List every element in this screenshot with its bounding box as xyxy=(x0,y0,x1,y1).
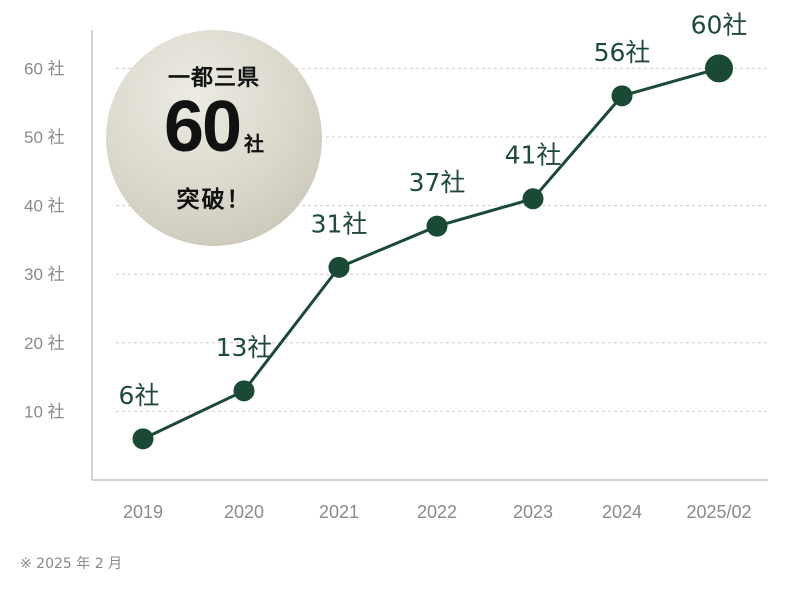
x-tick-label: 2020 xyxy=(224,502,264,522)
x-tick-label: 2022 xyxy=(417,502,457,522)
data-label: 31社 xyxy=(311,209,368,238)
data-points xyxy=(132,54,733,450)
x-tick-label: 2019 xyxy=(123,502,163,522)
x-tick-label: 2025/02 xyxy=(686,502,751,522)
data-point xyxy=(132,428,154,450)
badge-region-text: 一都三県 xyxy=(167,66,260,91)
x-tick-label: 2024 xyxy=(602,502,642,522)
badge-caption: 突破！ xyxy=(176,187,252,213)
data-label: 37社 xyxy=(409,168,466,197)
data-point xyxy=(328,256,350,278)
badge-unit: 社 xyxy=(244,132,265,156)
x-tick-labels: 2019 2020 2021 2022 2023 2024 2025/02 xyxy=(123,502,752,522)
x-tick-label: 2021 xyxy=(319,502,359,522)
y-tick-label: 50 社 xyxy=(24,128,65,147)
data-point xyxy=(611,85,633,107)
data-point xyxy=(426,215,448,237)
data-label: 41社 xyxy=(505,141,562,170)
x-tick-label: 2023 xyxy=(513,502,553,522)
data-labels: 6社 13社 31社 37社 41社 56社 60社 xyxy=(119,10,748,409)
badge-number-row: 60 社 xyxy=(106,86,322,168)
y-tick-label: 40 社 xyxy=(24,197,65,216)
data-label: 13社 xyxy=(216,333,273,362)
data-point xyxy=(705,54,733,83)
data-label: 6社 xyxy=(119,381,160,410)
y-tick-label: 60 社 xyxy=(24,59,65,78)
highlight-badge: 一都三県 60 社 突破！ xyxy=(106,30,322,246)
badge-number: 60 xyxy=(163,87,242,167)
data-point xyxy=(522,188,544,210)
y-tick-label: 30 社 xyxy=(24,265,65,284)
data-point xyxy=(233,380,255,402)
y-tick-label: 10 社 xyxy=(24,402,65,421)
footnote: ※ 2025 年 2 月 xyxy=(20,556,123,572)
data-label: 60社 xyxy=(691,10,748,39)
y-tick-label: 20 社 xyxy=(24,334,65,353)
data-label: 56社 xyxy=(594,38,651,67)
y-tick-labels: 10 社 20 社 30 社 40 社 50 社 60 社 xyxy=(24,59,65,421)
